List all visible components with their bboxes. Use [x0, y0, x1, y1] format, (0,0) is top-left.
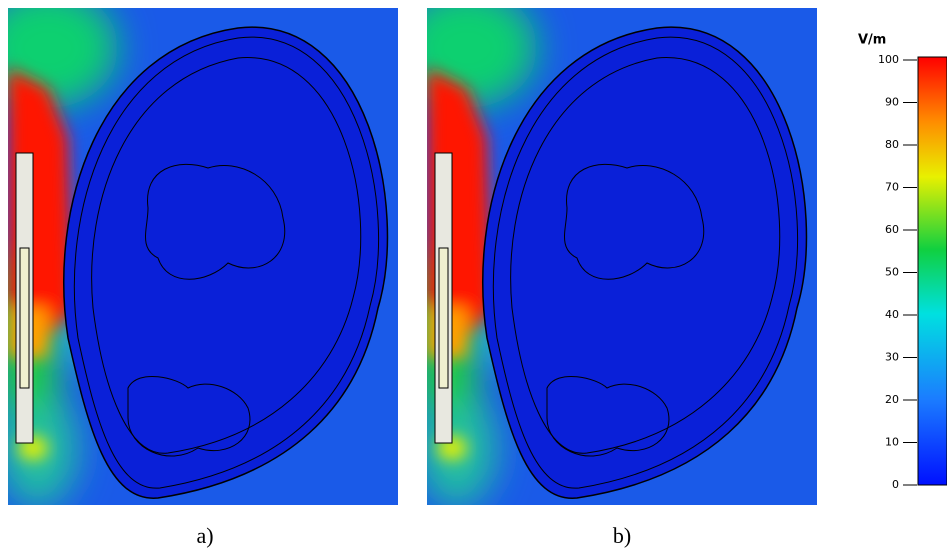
colorbar-unit: V/m — [858, 33, 886, 48]
colorbar — [917, 56, 947, 486]
tick-label: 80 — [885, 138, 899, 151]
tick-label: 0 — [892, 478, 899, 491]
tick-label: 10 — [885, 436, 899, 449]
tick-label: 50 — [885, 266, 899, 279]
tick-label: 40 — [885, 308, 899, 321]
tick-label: 100 — [878, 53, 899, 66]
tick-label: 30 — [885, 351, 899, 364]
tick-label: 60 — [885, 223, 899, 236]
panel-label: a) — [196, 523, 213, 548]
tick-label: 70 — [885, 181, 899, 194]
tick-label: 20 — [885, 393, 899, 406]
panel-label: b) — [613, 523, 631, 548]
tick-label: 90 — [885, 96, 899, 109]
